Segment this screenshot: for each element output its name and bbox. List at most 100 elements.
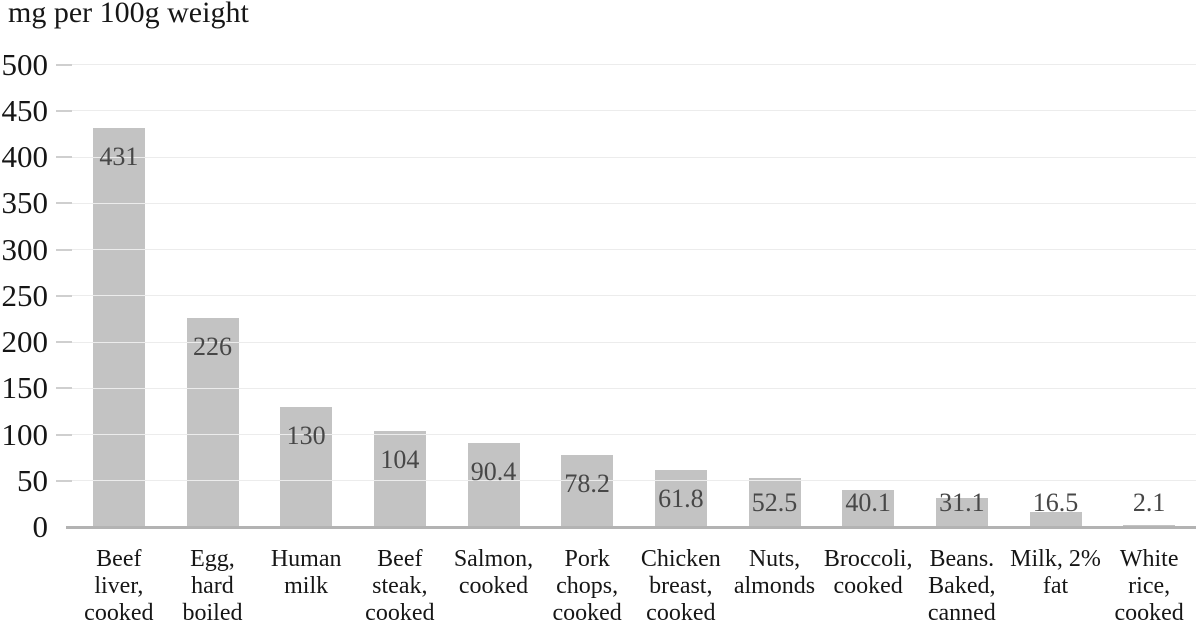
x-axis-label-line: almonds [733,573,816,599]
x-axis-label: Chicken breast, cooked [634,546,728,621]
bar [280,406,333,527]
x-axis-label-line: Milk, 2% [1010,546,1101,572]
x-axis-label-line: steak, [372,573,428,599]
bar-value-label: 2.1 [1132,488,1166,517]
x-axis-line [66,526,1196,529]
x-axis-label-line: Broccoli, [823,546,913,572]
x-axis-label-line: fat [1042,573,1069,599]
y-axis-label: 450 [1,92,49,128]
y-axis-tick [56,294,72,297]
y-axis-tick [56,248,72,251]
x-axis-label-line: cooked [552,600,622,621]
x-axis-label-line: cooked [646,600,716,621]
bar [654,469,707,527]
x-axis-label-line: cooked [365,600,435,621]
y-axis-tick [56,109,72,112]
x-axis-label-line: Chicken [640,546,721,572]
x-axis-label: Pork chops, cooked [540,546,634,621]
bar [92,128,145,527]
y-axis-label: 200 [1,324,49,359]
bar [467,443,520,527]
bar-value-label: 61.8 [658,483,704,513]
bar-value-label: 40.1 [845,488,891,517]
y-axis-label: 50 [17,462,48,498]
bar-value-label: 130 [286,420,326,450]
y-axis-label: 500 [1,46,49,82]
y-axis-tick [56,387,72,390]
y-axis-label: 300 [1,231,49,267]
y-axis-tick [56,433,72,436]
x-axis-label: Beans. Baked, canned [915,546,1009,621]
bar-value-label: 226 [193,331,232,361]
x-axis-label-line: Pork [564,546,610,572]
gridline [72,295,1196,297]
bar-value-label: 90.4 [470,457,517,487]
x-axis-label: Broccoli, cooked [821,546,915,600]
x-axis-label-line: canned [927,600,996,621]
bar [561,454,614,527]
gridline [72,480,1196,482]
x-axis-label-line: milk [284,573,329,599]
y-axis-label: 0 [32,509,49,544]
bar [186,317,239,527]
x-axis-label-line: Human [270,546,342,572]
y-axis-label: 150 [1,370,49,406]
x-axis-label: Nuts, almonds [728,546,822,600]
gridline [72,387,1196,389]
x-axis-label-line: Baked, [928,573,996,599]
y-axis-label: 400 [1,139,49,174]
x-axis-label: White rice, cooked [1102,546,1196,621]
x-axis-label: Egg, hard boiled [166,546,260,621]
bar [748,478,801,527]
x-axis-label-line: Nuts, [748,546,801,572]
x-axis-label-line: cooked [458,573,529,599]
x-axis-label-line: cooked [84,600,154,621]
gridline [72,202,1196,204]
bar-value-label: 104 [380,444,420,474]
bar-value-label: 16.5 [1032,488,1079,517]
x-axis-label-line: liver, [94,573,144,599]
x-axis-label-line: Beef [96,546,142,572]
x-axis-label-line: Beans. [929,546,995,572]
gridline [72,341,1196,343]
bar [1029,511,1082,527]
bar-value-label: 52.5 [751,488,798,517]
x-axis-label: Beef steak, cooked [353,546,447,621]
y-axis-label: 100 [1,416,49,452]
bar [373,430,426,527]
y-axis-label: 250 [1,277,49,313]
x-axis-label: Beef liver, cooked [72,546,166,621]
gridline [72,434,1196,435]
y-axis-tick [56,63,72,66]
x-axis-label: Salmon, cooked [447,546,541,600]
x-axis-label-line: rice, [1128,573,1171,599]
y-axis-tick [56,156,72,158]
y-axis-tick [56,202,72,205]
x-axis-label-line: breast, [649,573,713,599]
x-axis-label-line: cooked [833,573,903,599]
x-axis-label-line: hard [191,573,234,599]
y-axis-label: 350 [1,185,49,221]
gridline [72,156,1196,158]
y-axis-tick [56,341,72,343]
gridline [72,64,1196,65]
x-axis-label-line: White [1119,546,1179,572]
bar-value-label: 78.2 [564,468,610,498]
bar [935,498,988,527]
x-axis-label-line: Egg, [190,546,235,572]
x-axis-label-line: Salmon, [453,546,534,572]
x-axis-label-line: Beef [377,546,423,572]
chart-title: mg per 100g weight [8,0,249,29]
x-axis-label: Human milk [259,546,353,600]
y-axis-tick [56,479,72,482]
gridline [72,110,1196,112]
x-axis-label: Milk, 2% fat [1009,546,1103,600]
gridline [72,249,1196,250]
bar-value-label: 31.1 [939,488,985,517]
bar-value-label: 431 [99,142,139,172]
bar [842,489,895,527]
x-axis-label-line: boiled [182,600,243,621]
x-axis-label-line: chops, [556,573,619,599]
x-axis-label-line: cooked [1114,600,1184,621]
